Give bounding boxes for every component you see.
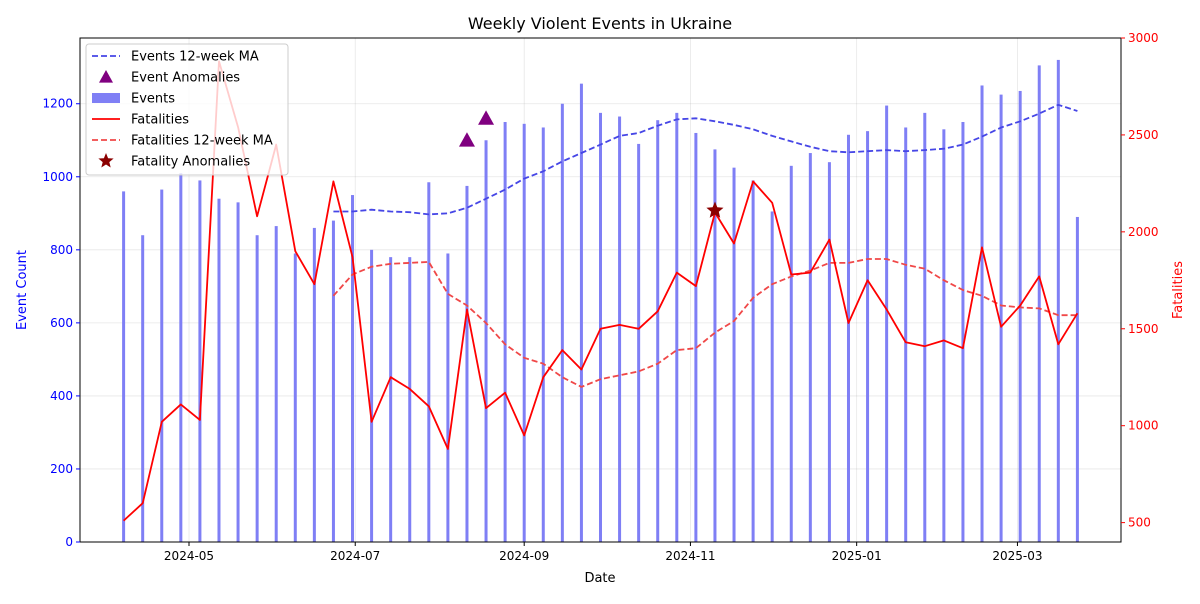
- events-bar: [1018, 90, 1022, 543]
- y-tick-label-right: 1000: [1128, 419, 1159, 433]
- events-bar: [980, 85, 984, 542]
- x-tick-label: 2024-11: [665, 549, 715, 563]
- y-tick-label-left: 200: [50, 462, 73, 476]
- y-axis-left-label: Event Count: [15, 250, 30, 330]
- events-bar: [904, 127, 908, 542]
- y-axis-left: 0 200 400 600 800 1000 1200: [42, 97, 80, 549]
- events-bar: [427, 182, 431, 542]
- event-anomaly-marker: [458, 132, 475, 147]
- y-tick-label-right: 500: [1128, 516, 1151, 530]
- events-bar: [1075, 216, 1079, 542]
- events-bar: [522, 123, 526, 543]
- event-anomaly-marker: [478, 110, 495, 125]
- series-lines: [122, 60, 1079, 522]
- plot-frame: [79, 37, 1122, 543]
- events-bar: [751, 180, 755, 542]
- events-bar: [999, 94, 1003, 542]
- y-tick-label-left: 600: [50, 316, 73, 330]
- events-bar: [312, 227, 316, 543]
- events-bar: [675, 112, 679, 542]
- events-bars: [122, 59, 1079, 543]
- legend-label: Fatalities: [131, 113, 189, 128]
- x-axis-label: Date: [584, 571, 615, 586]
- events-bar: [923, 112, 927, 542]
- legend-label: Events: [131, 92, 175, 107]
- events-bar: [465, 185, 469, 543]
- events-bar: [694, 132, 698, 542]
- y-tick-label-right: 2500: [1128, 128, 1159, 142]
- legend-swatch: [99, 70, 113, 83]
- events-bar: [122, 191, 126, 543]
- events-bar: [618, 116, 622, 543]
- events-bar: [846, 134, 850, 543]
- legend-swatch: [98, 153, 114, 168]
- events-bar: [484, 140, 488, 542]
- events-bar: [866, 131, 870, 542]
- y-tick-label-left: 400: [50, 389, 73, 403]
- events-bar: [808, 153, 812, 543]
- events-bar: [389, 257, 393, 542]
- events-bar: [732, 167, 736, 543]
- legend-label: Fatality Anomalies: [131, 155, 250, 170]
- legend-label: Fatalities 12-week MA: [131, 134, 273, 149]
- events-bar: [408, 257, 412, 542]
- events-bar: [961, 122, 965, 542]
- y-tick-label-left: 1200: [42, 97, 73, 111]
- y-tick-label-left: 0: [65, 535, 73, 549]
- events-bar: [579, 83, 583, 543]
- y-axis-right: 500 1000 1500 2000 2500 3000: [1121, 31, 1159, 530]
- events-bar: [827, 162, 831, 542]
- fatalities-ma-line: [332, 258, 1078, 388]
- y-tick-label-right: 3000: [1128, 31, 1159, 45]
- events-bar: [446, 253, 450, 542]
- legend-label: Event Anomalies: [131, 71, 240, 86]
- x-tick-label: 2024-09: [499, 549, 549, 563]
- events-bar: [160, 189, 164, 542]
- x-tick-label: 2025-01: [832, 549, 882, 563]
- y-tick-label-right: 1500: [1128, 322, 1159, 336]
- events-bar: [274, 226, 278, 542]
- y-tick-label-left: 800: [50, 243, 73, 257]
- events-bar: [713, 149, 717, 543]
- y-tick-label-right: 2000: [1128, 225, 1159, 239]
- events-bar: [255, 235, 259, 542]
- events-bar: [1056, 59, 1060, 542]
- events-bar: [351, 195, 355, 543]
- events-bar: [331, 220, 335, 542]
- x-axis: 2024-05 2024-07 2024-09 2024-11 2025-01 2025-…: [164, 542, 1043, 563]
- events-bar: [503, 122, 507, 542]
- y-tick-label-left: 1000: [42, 170, 73, 184]
- events-bar: [789, 165, 793, 542]
- events-bar: [541, 127, 545, 542]
- y-axis-right-label: Fatalities: [1171, 261, 1186, 319]
- fatalities-line: [122, 60, 1079, 522]
- x-tick-label: 2024-07: [330, 549, 380, 563]
- x-tick-label: 2025-03: [992, 549, 1042, 563]
- legend: Events 12-week MA Event Anomalies Events Fa…: [85, 43, 289, 176]
- events-bar: [656, 120, 660, 542]
- events-bar: [770, 211, 774, 542]
- x-tick-label: 2024-05: [164, 549, 214, 563]
- events-bar: [637, 143, 641, 543]
- legend-label: Events 12-week MA: [131, 50, 259, 65]
- events-ma-line: [333, 103, 1078, 216]
- chart-title: Weekly Violent Events in Ukraine: [468, 14, 732, 33]
- events-bar: [141, 235, 145, 542]
- events-bar: [217, 198, 221, 542]
- anomaly-markers: [458, 110, 724, 218]
- events-bar: [885, 105, 889, 542]
- events-bar: [942, 129, 946, 542]
- events-bar: [179, 173, 183, 542]
- events-bar: [1037, 65, 1041, 543]
- events-bar: [293, 253, 297, 542]
- legend-box: [85, 43, 289, 176]
- events-bar: [370, 249, 374, 542]
- events-bar: [198, 180, 202, 542]
- legend-swatch: [92, 93, 120, 103]
- events-bar: [560, 103, 564, 542]
- fatality-anomaly-marker: [706, 201, 724, 218]
- events-bar: [236, 202, 240, 542]
- events-bar: [599, 112, 602, 542]
